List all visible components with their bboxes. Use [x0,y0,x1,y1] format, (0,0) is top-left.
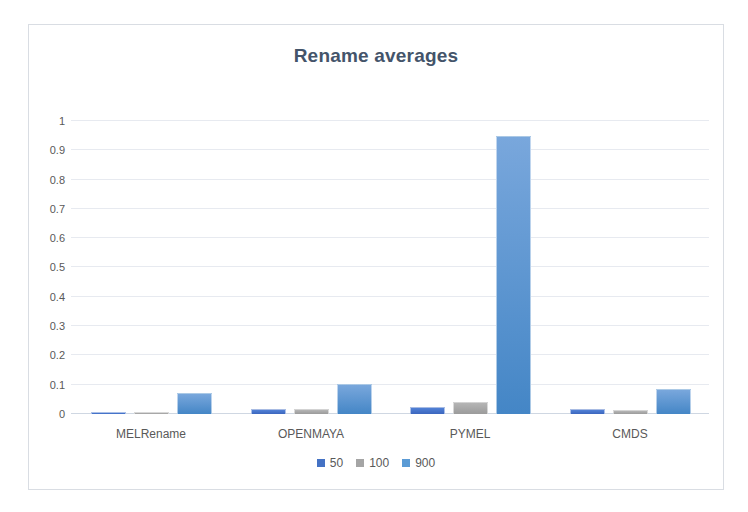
x-axis-category-label: PYMEL [390,427,550,441]
legend-label: 100 [369,456,389,470]
y-axis-tick-label: 0 [31,407,65,421]
y-axis-tick-label: 0.8 [31,173,65,187]
bar-900-openmaya [337,384,372,414]
y-axis-tick-label: 0.1 [31,378,65,392]
plot-area [71,121,709,414]
bar-900-melrename [177,393,212,414]
legend-item-900: 900 [402,456,435,470]
bar-50-openmaya [251,409,286,414]
y-axis-tick-label: 1 [31,114,65,128]
x-axis-category-label: OPENMAYA [231,427,391,441]
bar-100-pymel [453,402,488,414]
bar-900-cmds [656,389,691,414]
legend-label: 50 [330,456,343,470]
y-axis-tick-label: 0.4 [31,290,65,304]
bar-900-pymel [496,136,531,414]
bar-50-cmds [570,409,605,414]
bar-100-melrename [134,412,169,414]
x-axis-category-label: CMDS [550,427,710,441]
bar-group-openmaya [231,121,391,414]
legend-swatch-icon [317,459,325,467]
chart-frame: Rename averages 50 100 900 0 0.1 0.2 0.3 0.4 0.… [28,24,724,490]
legend-swatch-icon [356,459,364,467]
bar-50-pymel [410,407,445,414]
bar-group-cmds [550,121,710,414]
y-axis-tick-label: 0.9 [31,143,65,157]
y-axis-tick-label: 0.2 [31,348,65,362]
legend-swatch-icon [402,459,410,467]
x-axis-category-label: MELRename [71,427,231,441]
y-axis-tick-label: 0.5 [31,260,65,274]
legend-item-100: 100 [356,456,389,470]
chart-title: Rename averages [29,45,723,67]
y-axis-tick-label: 0.6 [31,231,65,245]
y-axis-tick-label: 0.7 [31,202,65,216]
legend-label: 900 [415,456,435,470]
legend-item-50: 50 [317,456,343,470]
legend: 50 100 900 [29,456,723,470]
bar-100-openmaya [294,409,329,414]
y-axis-tick-label: 0.3 [31,319,65,333]
bar-group-pymel [390,121,550,414]
bar-50-melrename [91,412,126,414]
bar-100-cmds [613,410,648,414]
bar-group-melrename [71,121,231,414]
